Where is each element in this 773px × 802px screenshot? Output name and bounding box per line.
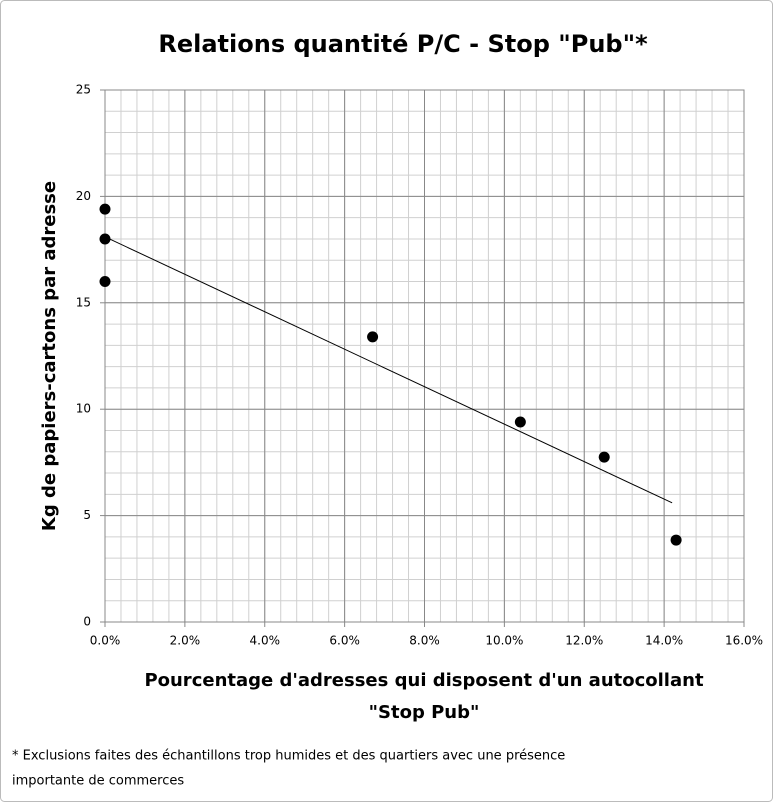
y-tick-label: 10 xyxy=(76,402,91,416)
trendline xyxy=(104,236,673,504)
y-axis-label: Kg de papiers-cartons par adresse xyxy=(39,181,60,531)
x-tick-label: 6.0% xyxy=(329,634,360,648)
x-tick-label: 4.0% xyxy=(250,634,281,648)
x-axis-label: "Stop Pub" xyxy=(369,702,480,723)
footnote: * Exclusions faites des échantillons tro… xyxy=(12,749,565,764)
x-tick-label: 2.0% xyxy=(170,634,201,648)
point xyxy=(99,203,111,215)
point xyxy=(670,534,682,546)
x-axis-label: Pourcentage d'adresses qui disposent d'u… xyxy=(144,670,704,691)
x-tick-label: 10.0% xyxy=(485,634,523,648)
x-tick-label: 12.0% xyxy=(565,634,603,648)
plot-border xyxy=(104,89,745,623)
point xyxy=(598,451,610,463)
y-tick-label: 25 xyxy=(76,83,91,97)
point xyxy=(514,416,526,428)
y-tick-label: 20 xyxy=(76,189,91,203)
x-tick-label: 8.0% xyxy=(409,634,440,648)
point xyxy=(99,276,111,288)
footnote: importante de commerces xyxy=(12,774,184,789)
point xyxy=(367,331,379,343)
y-tick-label: 0 xyxy=(83,615,91,629)
x-tick-label: 16.0% xyxy=(725,634,763,648)
point xyxy=(99,233,111,245)
x-tick-label: 0.0% xyxy=(90,634,121,648)
y-tick-label: 5 xyxy=(83,508,91,522)
grid xyxy=(104,89,745,623)
y-tick-label: 15 xyxy=(76,295,91,309)
x-tick-label: 14.0% xyxy=(645,634,683,648)
chart-title: Relations quantité P/C - Stop "Pub"* xyxy=(158,30,648,58)
